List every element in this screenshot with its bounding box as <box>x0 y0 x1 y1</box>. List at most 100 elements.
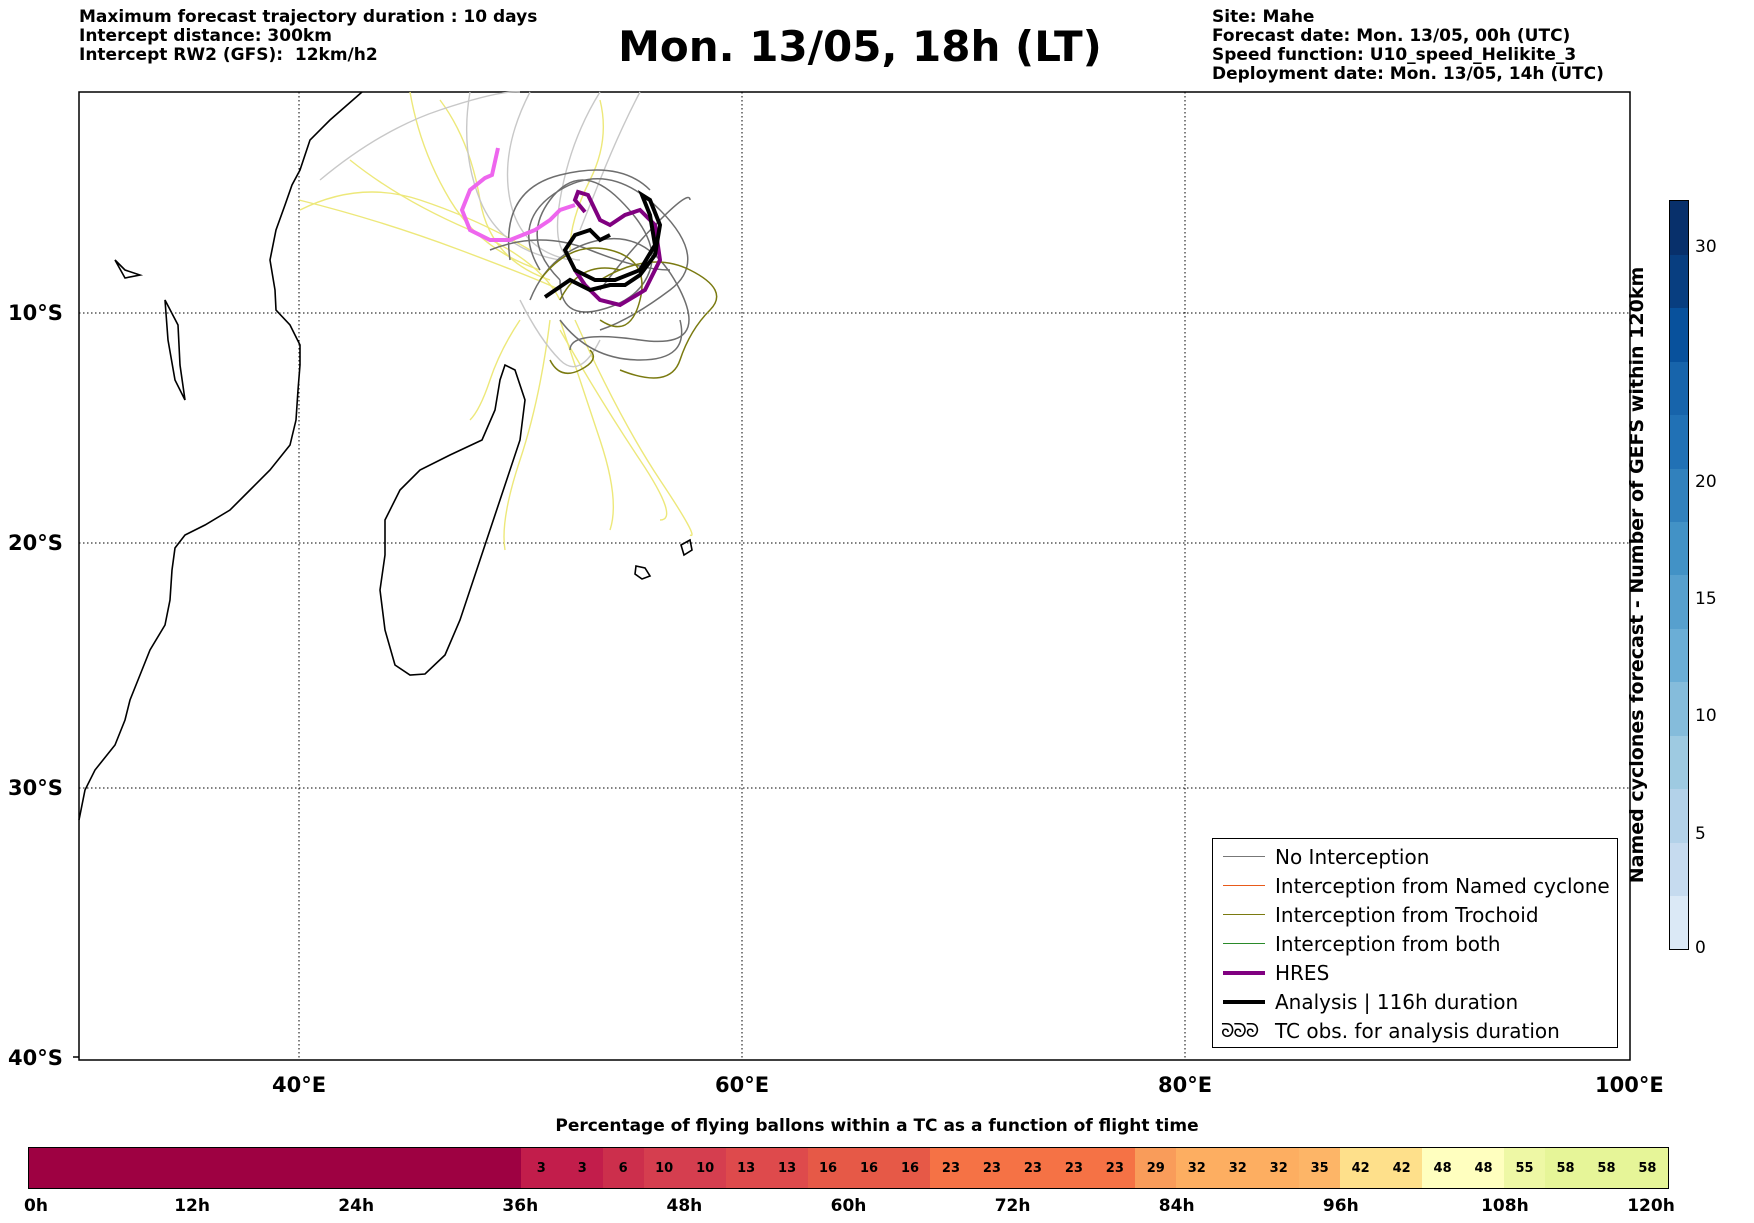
coastlines <box>78 91 693 821</box>
header-intercept-rw2: Intercept RW2 (GFS): 12km/h2 <box>79 45 378 65</box>
legend-swatch <box>1223 971 1265 975</box>
header-left: Maximum forecast trajectory duration : 1… <box>79 8 537 65</box>
header-forecast-date: Forecast date: Mon. 13/05, 00h (UTC) <box>1212 26 1571 46</box>
colorbar-segment <box>1670 735 1688 790</box>
flight-bar-cell: 16 <box>807 1148 849 1188</box>
map-title: Mon. 13/05, 18h (LT) <box>618 22 1102 71</box>
flight-bar-cell: 3 <box>561 1148 603 1188</box>
flight-bar-cell: 42 <box>1340 1148 1382 1188</box>
flight-bar-cell: 48 <box>1422 1148 1464 1188</box>
flight-percentage-bar: 3 3 6 10 10 13 13 16 16 16 23 23 23 23 23 29 32 32 32 35 42 4… <box>28 1147 1669 1189</box>
flight-bar-cell: 3 <box>520 1148 562 1188</box>
colorbar-segment <box>1670 628 1688 683</box>
graticule <box>79 92 1630 1060</box>
flight-time-tick: 48h <box>666 1196 703 1216</box>
flight-bar-cell: 58 <box>1585 1148 1627 1188</box>
lon-label-100e: 100°E <box>1595 1073 1664 1097</box>
lon-label-40e: 40°E <box>272 1073 327 1097</box>
legend-label: TC obs. for analysis duration <box>1275 1019 1560 1043</box>
trajectory-hres-pink <box>459 147 576 242</box>
colorbar-segment <box>1670 414 1688 469</box>
flight-bar-cell: 48 <box>1463 1148 1505 1188</box>
colorbar-segment <box>1670 468 1688 523</box>
flight-time-tick: 60h <box>830 1196 867 1216</box>
flight-time-tick: 120h <box>1627 1196 1675 1216</box>
coast-madagascar <box>379 363 526 676</box>
coast-lake-2 <box>114 259 144 279</box>
flight-bar-cell: 23 <box>1012 1148 1054 1188</box>
flight-bar-cell: 42 <box>1381 1148 1423 1188</box>
flight-bar-cell: 10 <box>643 1148 685 1188</box>
header-deployment-date: Deployment date: Mon. 13/05, 14h (UTC) <box>1212 64 1604 84</box>
lat-label-20s: 20°S <box>8 531 63 555</box>
colorbar-segment <box>1670 788 1688 843</box>
legend-swatch <box>1223 885 1265 886</box>
header-intercept-distance: Intercept distance: 300km <box>79 26 332 46</box>
flight-bar-title: Percentage of flying ballons within a TC… <box>555 1116 1199 1136</box>
colorbar-segment <box>1670 575 1688 629</box>
lat-label-40s: 40°S <box>8 1046 63 1070</box>
island-mauritius <box>680 538 693 557</box>
flight-time-tick: 108h <box>1481 1196 1529 1216</box>
island-reunion <box>634 565 652 580</box>
legend-label: Interception from Named cyclone <box>1275 874 1610 898</box>
lon-label-60e: 60°E <box>715 1073 770 1097</box>
legend-label: HRES <box>1275 961 1330 985</box>
flight-bar-cell: 58 <box>1545 1148 1586 1188</box>
colorbar-tick-label: 0 <box>1695 938 1706 958</box>
colorbar-segment <box>1670 307 1688 362</box>
flight-time-tick: 36h <box>502 1196 539 1216</box>
colorbar-tick-label: 10 <box>1695 706 1717 726</box>
flight-bar-cell: 13 <box>725 1148 767 1188</box>
flight-bar-cell: 29 <box>1135 1148 1177 1188</box>
flight-bar-cell: 32 <box>1258 1148 1300 1188</box>
flight-bar-cell: 16 <box>889 1148 931 1188</box>
flight-time-tick: 0h <box>24 1196 48 1216</box>
trajectory-analysis <box>543 190 663 299</box>
flight-bar-cell: 13 <box>766 1148 808 1188</box>
header-duration: Maximum forecast trajectory duration : 1… <box>79 7 538 27</box>
header-speed-function: Speed function: U10_speed_Helikite_3 <box>1212 45 1577 65</box>
flight-time-tick: 96h <box>1322 1196 1359 1216</box>
flight-time-tick: 12h <box>174 1196 210 1216</box>
colorbar-segment <box>1670 361 1688 416</box>
lon-label-80e: 80°E <box>1158 1073 1213 1097</box>
header-site: Site: Mahe <box>1212 7 1315 27</box>
flight-bar-cell: 35 <box>1299 1148 1341 1188</box>
colorbar-label: Named cyclones forecast - Number of GEFS… <box>1626 266 1648 884</box>
legend-label: No Interception <box>1275 845 1430 869</box>
colorbar-segment <box>1670 842 1688 897</box>
coast-africa <box>78 91 363 821</box>
flight-time-tick: 84h <box>1158 1196 1195 1216</box>
colorbar-tick-label: 30 <box>1695 237 1717 257</box>
legend: No Interception Interception from Named … <box>1212 838 1618 1048</box>
flight-time-tick: 24h <box>338 1196 375 1216</box>
colorbar-segment <box>1670 895 1688 950</box>
coast-lake-1 <box>164 299 186 401</box>
flight-bar-cell: 23 <box>1094 1148 1136 1188</box>
flight-bar-cell: 23 <box>971 1148 1013 1188</box>
flight-bar-empty <box>29 1148 521 1188</box>
legend-swatch <box>1223 943 1265 944</box>
legend-label: Analysis | 116h duration <box>1275 990 1519 1014</box>
legend-label: Interception from Trochoid <box>1275 903 1539 927</box>
flight-bar-cell: 32 <box>1217 1148 1259 1188</box>
colorbar-tick-label: 20 <box>1695 472 1717 492</box>
tc-symbol-icon: ᘐᘐᘐ <box>1221 1020 1259 1042</box>
flight-bar-cell: 6 <box>602 1148 644 1188</box>
flight-bar-cell: 58 <box>1626 1148 1668 1188</box>
legend-swatch <box>1223 1000 1265 1004</box>
colorbar-segment <box>1670 254 1688 309</box>
flight-bar-cell: 16 <box>848 1148 890 1188</box>
trajectories-light-gray <box>319 91 641 368</box>
flight-bar-cell: 23 <box>930 1148 972 1188</box>
colorbar <box>1669 200 1689 950</box>
flight-bar-cell: 23 <box>1053 1148 1095 1188</box>
colorbar-tick-label: 5 <box>1695 824 1706 844</box>
flight-bar-cell: 10 <box>684 1148 726 1188</box>
colorbar-segment <box>1670 201 1688 255</box>
lat-label-30s: 30°S <box>8 776 63 800</box>
flight-time-tick: 72h <box>994 1196 1031 1216</box>
lat-label-10s: 10°S <box>8 301 63 325</box>
header-right: Site: Mahe Forecast date: Mon. 13/05, 00… <box>1212 8 1604 84</box>
